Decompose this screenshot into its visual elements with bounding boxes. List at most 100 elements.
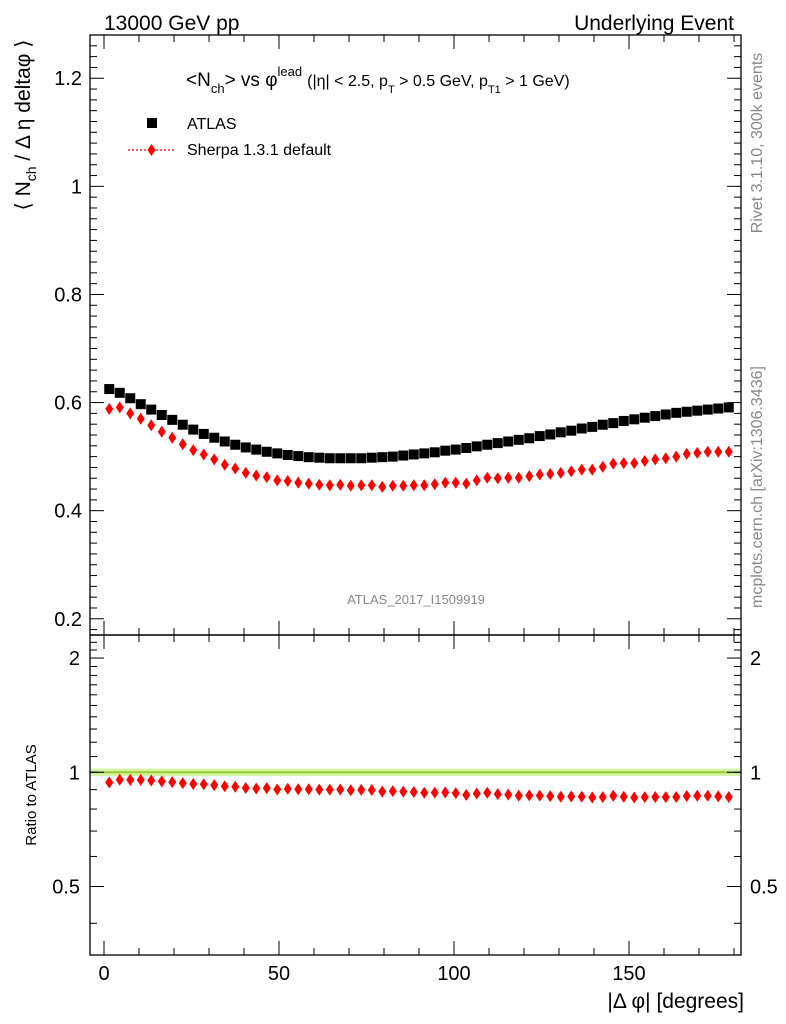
legend-sherpa-marker (147, 144, 156, 156)
ratio-point (556, 790, 565, 803)
x-axis-label: |Δ φ| [degrees] (607, 990, 744, 1013)
main-ticks (90, 35, 741, 635)
mcplots-label: mcplots.cern.ch [arXiv:1306.3436] (749, 366, 766, 608)
ratio-point (252, 782, 261, 795)
ratio-point (126, 773, 135, 786)
atlas-point (471, 441, 482, 452)
sherpa-point (388, 479, 397, 492)
sherpa-point (294, 476, 303, 489)
atlas-point (125, 393, 136, 404)
ratio-points (105, 773, 733, 804)
atlas-point (692, 405, 703, 416)
atlas-point (314, 452, 325, 463)
ratio-point (273, 783, 282, 796)
x-tick-label: 50 (268, 963, 290, 985)
ratio-point (546, 790, 555, 803)
atlas-point (629, 414, 640, 425)
ratio-point (441, 786, 450, 799)
atlas-point (534, 431, 545, 442)
title-cuts-a: (|η| < 2.5, p (307, 73, 388, 90)
atlas-point (419, 448, 430, 459)
sherpa-point (567, 465, 576, 478)
ratio-point (504, 788, 513, 801)
ratio-point (294, 783, 303, 796)
sherpa-point (724, 445, 733, 458)
sherpa-point (252, 469, 261, 482)
ratio-point (178, 777, 187, 790)
atlas-point (450, 444, 461, 455)
analysis-id: ATLAS_2017_I1509919 (347, 592, 485, 607)
sherpa-point (420, 479, 429, 492)
title-phi: φ (265, 70, 277, 91)
ratio-point (535, 789, 544, 802)
legend-atlas-marker (147, 118, 157, 128)
sherpa-point (588, 463, 597, 476)
sherpa-point (346, 479, 355, 492)
ratio-point (430, 786, 439, 799)
atlas-point (681, 406, 692, 417)
atlas-point (188, 424, 199, 435)
atlas-point (608, 418, 619, 429)
atlas-point (240, 442, 251, 453)
sherpa-point (441, 476, 450, 489)
atlas-point (587, 421, 598, 432)
sherpa-point (430, 478, 439, 491)
ratio-panel: 0.5 0.5 1 1 2 2 0 50 100 150 Ratio to ATLAS |Δ φ… (23, 634, 778, 1013)
sherpa-point (147, 419, 156, 432)
sherpa-point (399, 479, 408, 492)
ratio-point (357, 783, 366, 796)
ratio-point (189, 778, 198, 791)
atlas-point (377, 452, 388, 463)
sherpa-point (514, 471, 523, 484)
ratio-point (210, 779, 219, 792)
ratio-point (525, 789, 534, 802)
ratio-point (168, 776, 177, 789)
ratio-point (399, 785, 408, 798)
title-phi-sup: lead (278, 64, 303, 79)
sherpa-point (640, 454, 649, 467)
ratio-point (262, 782, 271, 795)
rivet-label: Rivet 3.1.10, 300k events (749, 53, 766, 234)
ratio-ticks (90, 635, 741, 955)
ratio-point (462, 788, 471, 801)
atlas-point (408, 449, 419, 460)
atlas-point (503, 436, 514, 447)
ratio-point (283, 782, 292, 795)
atlas-point (366, 452, 377, 463)
title-lhs: <N (186, 70, 211, 91)
x-tick-label: 0 (98, 963, 109, 985)
sherpa-point (651, 453, 660, 466)
title-cuts-sub2: T1 (488, 84, 501, 96)
sherpa-point (451, 476, 460, 489)
atlas-point (303, 452, 314, 463)
sherpa-point (157, 425, 166, 438)
sherpa-point (577, 463, 586, 476)
atlas-point (398, 450, 409, 461)
header-left: 13000 GeV pp (104, 12, 239, 35)
sherpa-point (462, 477, 471, 490)
sherpa-point (535, 468, 544, 481)
atlas-point (482, 439, 493, 450)
atlas-point (293, 451, 304, 462)
atlas-point (167, 414, 178, 425)
sherpa-point (105, 403, 114, 416)
ratio-frame (89, 634, 742, 956)
atlas-point (671, 407, 682, 418)
atlas-point (209, 432, 220, 443)
sherpa-point (409, 479, 418, 492)
ratio-point (378, 785, 387, 798)
ratio-point (325, 783, 334, 796)
main-y-axis-label: ⟨ Nch / Δ η deltaφ ⟩ (12, 40, 39, 211)
x-tick-labels: 0 50 100 150 (98, 963, 645, 985)
ratio-point (304, 783, 313, 796)
ratio-point (157, 775, 166, 788)
sherpa-point (504, 471, 513, 484)
legend-sherpa-label: Sherpa 1.3.1 default (187, 142, 332, 159)
sherpa-point (136, 412, 145, 425)
ratio-point (493, 788, 502, 801)
main-panel: 0.2 0.4 0.6 0.8 1 1.2 <Nch> vs φlead (|η| < 2.… (12, 34, 742, 636)
sherpa-point (210, 453, 219, 466)
main-y-tick-label: 0.2 (54, 609, 82, 631)
atlas-point (261, 446, 272, 457)
atlas-point (272, 448, 283, 459)
